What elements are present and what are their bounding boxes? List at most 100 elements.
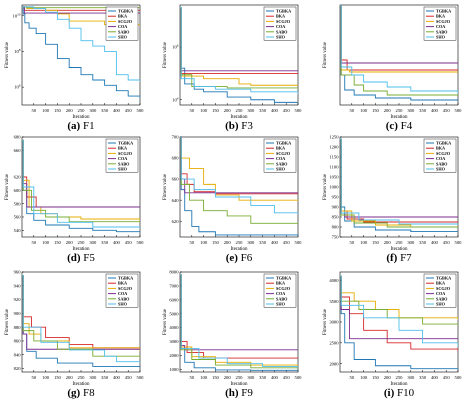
y-tick-label: 860 — [14, 339, 22, 344]
panel-f1: 50 100 150 200 250 300 350 400 450 500 Iteration Fi… — [5, 4, 144, 120]
legend — [263, 138, 297, 173]
y-tick-label: 600 — [14, 188, 22, 193]
x-tick-label: 100 — [360, 240, 368, 245]
x-tick-label: 200 — [224, 108, 232, 113]
legend — [423, 273, 457, 308]
y-tick-label: 106 — [172, 44, 179, 50]
x-axis-label: Iteration — [391, 115, 408, 120]
legend — [105, 6, 139, 41]
x-tick-label: 250 — [396, 375, 404, 380]
x-tick-label: 300 — [407, 375, 415, 380]
legend-label-scgjo: SCGJO — [436, 151, 451, 156]
legend — [105, 273, 139, 308]
legend-label-sho: SHO — [436, 302, 446, 307]
legend — [423, 6, 457, 41]
x-tick-label: 300 — [407, 108, 415, 113]
legend-label-sho: SHO — [118, 302, 128, 307]
y-tick-label: 680 — [14, 135, 22, 140]
x-tick-label: 450 — [283, 108, 291, 113]
y-axis-label: Fitness value — [163, 308, 168, 335]
y-tick-label: 1000 — [169, 367, 179, 372]
legend — [263, 6, 297, 41]
x-axis-label: Iteration — [231, 115, 248, 120]
legend-label-sho: SHO — [118, 167, 128, 172]
x-tick-label: 250 — [396, 108, 404, 113]
legend-label-bka: BKA — [436, 146, 445, 151]
legend-label-coa: COA — [276, 24, 285, 29]
panel-caption: (a) F1 — [2, 120, 160, 132]
y-tick-label: 960 — [14, 270, 22, 275]
caption-letter: (b) — [225, 120, 239, 132]
panel-caption: (h) F9 — [160, 387, 318, 399]
panel-caption: (g) F8 — [2, 387, 160, 399]
panel-caption: (c) F4 — [320, 120, 474, 132]
x-axis-label: Iteration — [73, 382, 90, 387]
x-tick-label: 200 — [384, 240, 392, 245]
caption-letter: (c) — [385, 120, 398, 132]
x-tick-label: 50 — [350, 108, 355, 113]
legend-label-coa: COA — [436, 24, 445, 29]
x-tick-label: 300 — [247, 108, 255, 113]
legend-label-scgjo: SCGJO — [436, 19, 451, 24]
x-tick-label: 250 — [396, 240, 404, 245]
y-tick-label: 2000 — [329, 361, 339, 366]
caption-name: F10 — [394, 387, 415, 399]
legend — [423, 138, 457, 173]
series-line-sho — [180, 7, 298, 95]
legend-label-bka: BKA — [436, 14, 445, 19]
panel-caption: (d) F5 — [2, 252, 160, 264]
y-tick-label: 540 — [14, 228, 22, 233]
x-tick-label: 100 — [42, 240, 50, 245]
y-tick-label: 108 — [14, 48, 21, 54]
y-tick-label: 850 — [332, 215, 340, 220]
x-tick-label: 450 — [125, 240, 133, 245]
legend-label-sabo: SABO — [436, 161, 448, 166]
x-tick-label: 450 — [125, 375, 133, 380]
series-line-bka — [340, 5, 458, 71]
legend-label-sho: SHO — [436, 167, 446, 172]
x-tick-label: 400 — [431, 108, 439, 113]
x-tick-label: 100 — [360, 108, 368, 113]
y-axis-label: Fitness value — [323, 41, 328, 68]
x-tick-label: 450 — [443, 240, 451, 245]
panel-caption: (e) F6 — [160, 252, 318, 264]
x-tick-label: 500 — [137, 375, 145, 380]
x-axis-label: Iteration — [391, 382, 408, 387]
series-line-sabo — [180, 137, 298, 225]
y-tick-exponent: 6 — [19, 84, 21, 88]
panel-f10: 50 100 150 200 250 300 350 400 450 500 Iteration Fi… — [323, 271, 462, 387]
y-tick-exponent: 4 — [177, 96, 179, 100]
x-tick-label: 500 — [137, 240, 145, 245]
legend-label-tgbka: TGBKA — [276, 9, 291, 14]
y-tick-label: 104 — [172, 96, 179, 102]
legend-label-coa: COA — [436, 156, 445, 161]
panel-f4: 50 100 150 200 250 300 350 400 450 500 Iteration Fi… — [323, 4, 462, 120]
panel-f7: 50 100 150 200 250 300 350 400 450 500 Iteration Fi… — [323, 135, 462, 252]
x-tick-label: 450 — [125, 108, 133, 113]
x-tick-label: 100 — [42, 375, 50, 380]
legend-label-sabo: SABO — [118, 161, 130, 166]
series-line-tgbka — [180, 7, 298, 103]
legend-label-tgbka: TGBKA — [436, 141, 451, 146]
x-tick-label: 400 — [431, 375, 439, 380]
x-tick-label: 250 — [78, 240, 86, 245]
y-tick-label: 620 — [172, 219, 180, 224]
y-tick-label: 1250 — [329, 135, 339, 140]
y-tick-exponent: 6 — [177, 44, 179, 48]
x-tick-label: 500 — [295, 108, 303, 113]
x-tick-label: 150 — [372, 375, 380, 380]
legend-label-scgjo: SCGJO — [276, 286, 291, 291]
caption-letter: (g) — [67, 387, 81, 399]
caption-letter: (e) — [225, 252, 238, 264]
caption-name: F5 — [80, 252, 95, 264]
legend-label-bka: BKA — [276, 14, 285, 19]
y-tick-label: 3000 — [329, 320, 339, 325]
panel-caption: (i) F10 — [320, 387, 474, 399]
legend-label-scgjo: SCGJO — [118, 19, 133, 24]
y-tick-label: 840 — [14, 352, 22, 357]
x-tick-label: 250 — [236, 108, 244, 113]
x-tick-label: 450 — [283, 240, 291, 245]
series-line-scgjo — [340, 5, 458, 73]
x-tick-label: 50 — [350, 375, 355, 380]
legend-label-tgbka: TGBKA — [276, 276, 291, 281]
